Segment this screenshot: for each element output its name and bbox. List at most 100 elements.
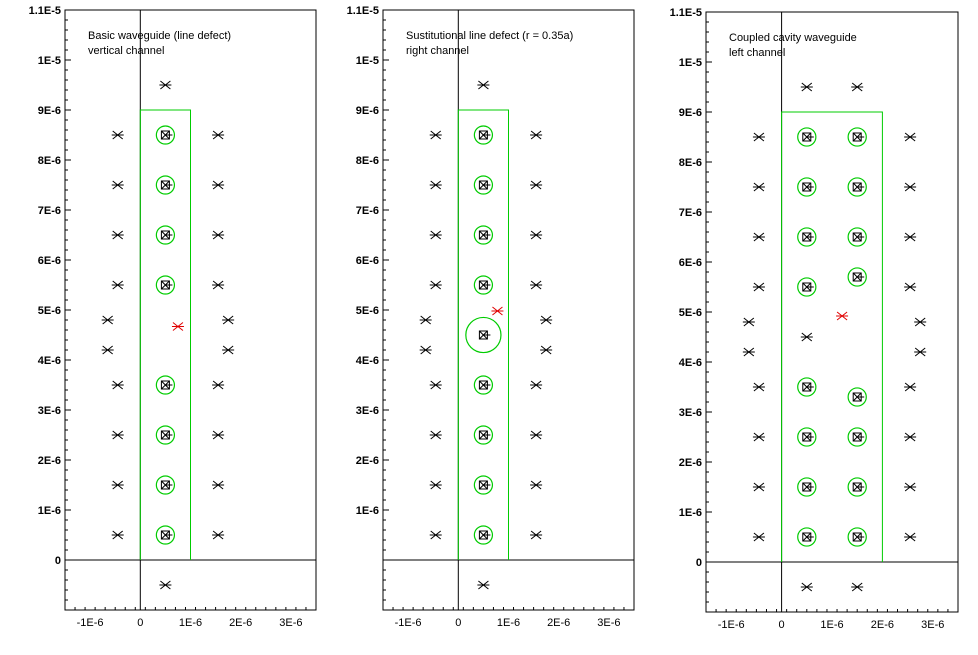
lattice-marker [477, 80, 490, 90]
lattice-marker [800, 332, 813, 342]
lattice-marker [752, 482, 765, 492]
defect-circle [473, 225, 494, 245]
x-tick-label: -1E-6 [718, 619, 745, 631]
y-tick-label: 9E-6 [679, 107, 702, 119]
lattice-marker [530, 380, 543, 390]
lattice-marker [904, 532, 917, 542]
defect-circle [473, 425, 494, 445]
defect-circle [847, 177, 867, 197]
defect-circle [473, 175, 494, 195]
y-tick-label: 9E-6 [38, 105, 61, 117]
defect-circle [155, 475, 176, 495]
y-tick-label: 1E-5 [679, 57, 702, 69]
panel-basic-waveguide: 0 1E-6 2E-6 3E-6 4E-6 5E-6 6E-6 7E-6 8E-6 9E-6 1E-… [29, 5, 317, 629]
lattice-marker [800, 82, 813, 92]
y-tick-label: 2E-6 [356, 455, 379, 467]
y-tick-label: 6E-6 [356, 255, 379, 267]
defect-circle [797, 377, 817, 397]
defect-circle [847, 427, 867, 447]
waveguide-boundary [139, 109, 191, 560]
lattice-marker [111, 530, 124, 540]
x-tick-label: 2E-6 [871, 619, 894, 631]
lattice-marker [429, 430, 442, 440]
defect-circle [155, 175, 176, 195]
y-tick-label: 4E-6 [356, 355, 379, 367]
lattice-marker [212, 280, 225, 290]
defect-circle [155, 375, 176, 395]
x-tick-label: 0 [455, 617, 461, 629]
x-tick-label: 1E-6 [497, 617, 520, 629]
lattice-marker [222, 315, 235, 325]
defect-circle [473, 475, 494, 495]
y-tick-label: 0 [55, 555, 61, 567]
lattice-marker [429, 380, 442, 390]
y-tick-label: 1E-5 [38, 55, 61, 67]
defect-circle [797, 227, 817, 247]
defect-circle [847, 527, 867, 547]
panel-title: Sustitutional line defect (r = 0.35a) [406, 30, 573, 42]
lattice-marker [111, 280, 124, 290]
lattice-marker [212, 130, 225, 140]
defect-circle [473, 375, 494, 395]
y-tick-label: 4E-6 [38, 355, 61, 367]
x-tick-label: 1E-6 [820, 619, 843, 631]
defect-circle [847, 477, 867, 497]
lattice-marker [904, 432, 917, 442]
defect-circle [847, 127, 867, 147]
lattice-marker [111, 480, 124, 490]
lattice-marker [101, 345, 114, 355]
lattice-marker [752, 182, 765, 192]
lattice-marker [212, 480, 225, 490]
y-tick-label: 7E-6 [356, 205, 379, 217]
lattice-marker [752, 382, 765, 392]
y-tick-label: 6E-6 [38, 255, 61, 267]
defect-circle [155, 225, 176, 245]
defect-circle [155, 125, 176, 145]
lattice-marker [429, 230, 442, 240]
y-tick-label: 9E-6 [356, 105, 379, 117]
y-tick-label: 7E-6 [679, 207, 702, 219]
lattice-marker [540, 315, 553, 325]
y-tick-label: 5E-6 [356, 305, 379, 317]
x-tick-label: 0 [779, 619, 785, 631]
lattice-marker [429, 130, 442, 140]
y-tick-label: 5E-6 [679, 307, 702, 319]
defect-circle [797, 527, 817, 547]
defect-circle [155, 525, 176, 545]
y-tick-label: 7E-6 [38, 205, 61, 217]
waveguide-boundary [457, 109, 509, 560]
lattice-marker [530, 180, 543, 190]
x-tick-label: 3E-6 [921, 619, 944, 631]
panel-subtitle: vertical channel [88, 45, 164, 57]
lattice-marker [212, 430, 225, 440]
defect-circle [847, 227, 867, 247]
lattice-marker [530, 130, 543, 140]
panel-substitutional-defect: 1E-6 2E-6 3E-6 4E-6 5E-6 6E-6 7E-6 8E-6 9E-6 1E-5… [347, 5, 635, 629]
x-tick-label: 2E-6 [547, 617, 570, 629]
lattice-marker [429, 180, 442, 190]
x-tick-label: -1E-6 [395, 617, 422, 629]
defect-circle [797, 127, 817, 147]
defect-circle [797, 477, 817, 497]
lattice-marker [212, 380, 225, 390]
defect-circle [847, 387, 867, 407]
defect-circle [797, 427, 817, 447]
y-tick-label: 1E-5 [356, 55, 379, 67]
lattice-marker [477, 580, 490, 590]
y-tick-label: 1.1E-5 [670, 7, 702, 19]
lattice-marker [851, 82, 864, 92]
plot-frame [705, 11, 959, 613]
y-tick-label: 1E-6 [356, 505, 379, 517]
y-tick-label: 5E-6 [38, 305, 61, 317]
x-tick-label: 3E-6 [279, 617, 302, 629]
lattice-marker [904, 132, 917, 142]
x-tick-label: 0 [137, 617, 143, 629]
lattice-marker [752, 132, 765, 142]
lattice-marker [742, 347, 755, 357]
panel-subtitle: right channel [406, 45, 469, 57]
panel-title: Basic waveguide (line defect) [88, 30, 231, 42]
y-tick-label: 1.1E-5 [347, 5, 379, 17]
lattice-marker [530, 230, 543, 240]
lattice-marker [904, 182, 917, 192]
